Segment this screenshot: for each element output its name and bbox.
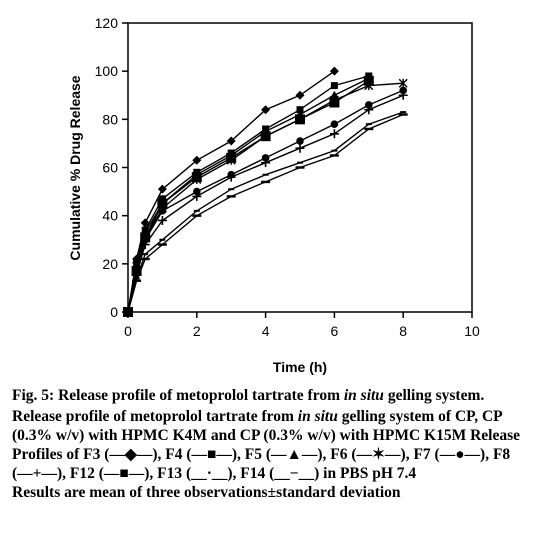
series-f13 bbox=[125, 111, 407, 313]
data-point-f8 bbox=[364, 105, 374, 115]
series-f14 bbox=[123, 113, 408, 314]
data-point-f14 bbox=[364, 127, 374, 131]
data-point-f13 bbox=[365, 123, 372, 126]
x-tick-label: 8 bbox=[399, 323, 407, 339]
data-point-f7 bbox=[193, 187, 201, 196]
x-tick-label: 2 bbox=[193, 323, 201, 339]
data-point-f13 bbox=[297, 161, 303, 164]
series-line-f7 bbox=[127, 89, 404, 313]
data-point-f14 bbox=[398, 113, 408, 116]
data-point-f7 bbox=[365, 101, 373, 109]
data-point-f8 bbox=[398, 90, 408, 100]
data-point-f14 bbox=[157, 243, 167, 246]
y-tick-label: 0 bbox=[110, 304, 118, 320]
data-point-f7 bbox=[296, 137, 304, 145]
caption-desc-post: gelling system of CP, CP (0.3% w/v) with… bbox=[12, 408, 520, 482]
data-point-f13 bbox=[133, 277, 140, 280]
data-point-f3 bbox=[226, 136, 236, 146]
y-tick-label: 20 bbox=[102, 256, 118, 272]
data-point-f12 bbox=[329, 97, 340, 108]
data-point-f12 bbox=[140, 232, 151, 243]
data-point-f12 bbox=[131, 266, 142, 277]
caption-desc-pre: Release profile of metoprolol tartrate f… bbox=[12, 408, 294, 425]
data-point-f3 bbox=[192, 155, 202, 165]
series-line-f13 bbox=[127, 111, 404, 313]
series-line-f12 bbox=[127, 80, 370, 313]
data-point-f14 bbox=[140, 257, 150, 261]
caption-description: Release profile of metoprolol tartrate f… bbox=[12, 407, 530, 483]
figure-caption: Fig. 5: Release profile of metoprolol ta… bbox=[12, 386, 530, 502]
data-point-f7 bbox=[330, 120, 339, 128]
caption-title-pre: Release profile of metoprolol tartrate f… bbox=[58, 387, 340, 404]
data-point-f8 bbox=[157, 215, 167, 225]
data-point-f8 bbox=[192, 191, 202, 201]
x-tick-label: 6 bbox=[331, 323, 339, 339]
data-point-f3 bbox=[157, 184, 167, 194]
data-point-f13 bbox=[159, 238, 166, 241]
data-point-f14 bbox=[132, 279, 142, 282]
caption-note: Results are mean of three observations±s… bbox=[12, 484, 401, 501]
data-point-f14 bbox=[261, 180, 271, 184]
data-point-f13 bbox=[400, 111, 407, 114]
x-tick-label: 0 bbox=[124, 323, 132, 339]
caption-title: Fig. 5: Release profile of metoprolol ta… bbox=[12, 386, 530, 405]
caption-fig-label: Fig. 5: bbox=[12, 387, 55, 404]
data-point-f12 bbox=[157, 198, 168, 209]
chart-ticks: 0 20 40 60 80 100 120 0 2 4 6 8 10 bbox=[95, 15, 480, 339]
data-point-f13 bbox=[193, 209, 200, 212]
series-f5 bbox=[123, 73, 374, 316]
series-f6 bbox=[123, 78, 408, 317]
chart-series bbox=[123, 66, 408, 317]
x-tick-label: 10 bbox=[464, 323, 480, 339]
data-point-f3 bbox=[329, 66, 339, 76]
data-point-f14 bbox=[123, 310, 133, 314]
data-point-f7 bbox=[399, 86, 408, 95]
data-point-f8 bbox=[226, 172, 236, 182]
data-point-f12 bbox=[260, 131, 271, 142]
data-point-f13 bbox=[142, 253, 149, 256]
series-line-f4 bbox=[127, 75, 369, 313]
data-point-f7 bbox=[261, 154, 270, 162]
data-point-f13 bbox=[228, 188, 235, 191]
y-tick-label: 100 bbox=[95, 63, 119, 79]
data-point-f5 bbox=[329, 90, 339, 99]
data-point-f8 bbox=[261, 158, 271, 168]
x-tick-label: 4 bbox=[262, 323, 270, 339]
data-point-f12 bbox=[191, 172, 202, 183]
series-f3 bbox=[123, 66, 339, 317]
data-point-f14 bbox=[329, 154, 339, 157]
y-tick-label: 120 bbox=[95, 15, 119, 31]
data-point-f6 bbox=[398, 78, 408, 88]
caption-title-post: gelling system. bbox=[387, 387, 485, 404]
data-point-f12 bbox=[295, 114, 305, 125]
data-point-f8 bbox=[329, 129, 339, 139]
data-point-f14 bbox=[226, 195, 236, 198]
y-axis-title: Cumulative % Drug Release bbox=[67, 75, 83, 260]
data-point-f3 bbox=[261, 105, 271, 115]
data-point-f12 bbox=[226, 152, 237, 163]
data-point-f13 bbox=[262, 173, 269, 176]
data-point-f4 bbox=[330, 82, 338, 90]
data-point-f12 bbox=[363, 75, 374, 86]
x-axis-title: Time (h) bbox=[273, 359, 327, 375]
data-point-f3 bbox=[295, 90, 305, 100]
data-point-f14 bbox=[192, 214, 202, 217]
caption-title-italic: in situ bbox=[343, 387, 384, 404]
y-tick-label: 40 bbox=[102, 208, 118, 224]
data-point-f13 bbox=[331, 149, 338, 152]
series-f4 bbox=[124, 72, 373, 316]
series-line-f14 bbox=[127, 113, 404, 313]
release-profile-chart: 0 20 40 60 80 100 120 0 2 4 6 8 10 Cumulative % Drug… bbox=[67, 15, 480, 375]
data-point-f8 bbox=[295, 143, 305, 153]
caption-desc-italic: in situ bbox=[297, 408, 338, 425]
y-tick-label: 80 bbox=[102, 111, 118, 127]
data-point-f4 bbox=[296, 106, 304, 114]
data-point-f14 bbox=[295, 166, 305, 169]
series-line-f5 bbox=[127, 77, 370, 313]
data-point-f7 bbox=[158, 207, 167, 215]
y-tick-label: 60 bbox=[102, 160, 118, 176]
